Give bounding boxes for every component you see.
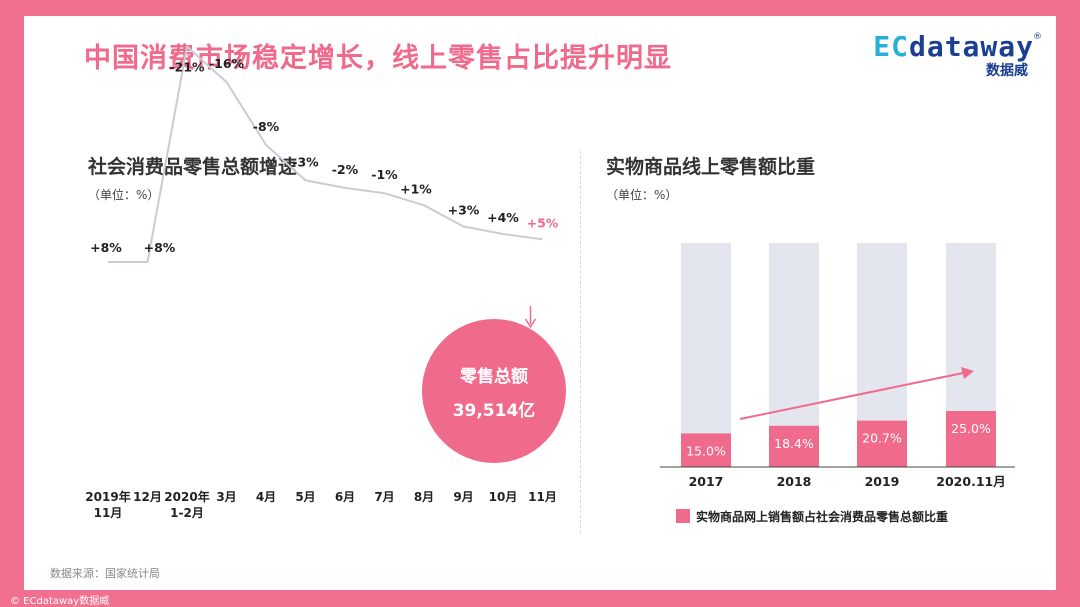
x-tick-label: 12月 bbox=[133, 490, 162, 504]
right-chart-title: 实物商品线上零售额比重 bbox=[606, 156, 816, 178]
copyright: © ECdataway数据威 bbox=[10, 596, 110, 607]
bar-value-label: 20.7% bbox=[862, 431, 902, 446]
data-source: 数据来源：国家统计局 bbox=[50, 567, 160, 580]
x-tick-label: 2020年 1-2月 bbox=[164, 489, 209, 520]
data-label: -3% bbox=[292, 154, 319, 169]
growth-series-line bbox=[108, 45, 543, 263]
bar bbox=[769, 425, 819, 467]
online-share-bar-chart: 15.0% 2017 18.4% 2018 20.7% 2019 25.0% 2020.11月… bbox=[660, 243, 1015, 524]
x-tick-label: 2019 bbox=[865, 474, 900, 489]
callout-title: 零售总额 bbox=[459, 366, 528, 387]
bar bbox=[946, 411, 996, 467]
bar-value-label: 25.0% bbox=[951, 421, 991, 436]
x-tick-label: 7月 bbox=[374, 490, 394, 504]
x-tick-label: 6月 bbox=[335, 490, 355, 504]
page-title: 中国消费市场稳定增长，线上零售占比提升明显 bbox=[84, 43, 672, 74]
data-label: +5% bbox=[527, 215, 559, 230]
trend-arrow-line bbox=[739, 371, 969, 420]
left-chart-title: 社会消费品零售总额增速 bbox=[88, 156, 298, 178]
x-tick-label: 2017 bbox=[689, 474, 724, 489]
registered-mark: ® bbox=[1033, 32, 1042, 42]
trend-arrow-head bbox=[961, 367, 974, 379]
bar bbox=[857, 420, 907, 467]
logo-chinese: 数据威 bbox=[986, 63, 1028, 79]
x-tick-label: 5月 bbox=[295, 490, 315, 504]
bar-value-label: 15.0% bbox=[686, 443, 726, 458]
data-label: -2% bbox=[332, 162, 359, 177]
x-tick-label: 2018 bbox=[777, 474, 812, 489]
right-chart-unit: （单位：%） bbox=[606, 188, 678, 202]
callout-value: 39,514亿 bbox=[453, 400, 536, 421]
callout-circle bbox=[422, 319, 566, 463]
data-label: -1% bbox=[371, 167, 398, 182]
x-tick-label: 10月 bbox=[489, 490, 518, 504]
data-label: +8% bbox=[90, 240, 122, 255]
logo-dataway: dataway bbox=[908, 30, 1034, 63]
x-tick-label: 4月 bbox=[256, 490, 276, 504]
ecdataway-logo: ECdataway ® 数据威 bbox=[873, 30, 1042, 80]
bar bbox=[681, 433, 731, 467]
x-tick-label: 2019年 11月 bbox=[85, 489, 130, 520]
data-label: +8% bbox=[144, 240, 176, 255]
slide-card: 中国消费市场稳定增长，线上零售占比提升明显 ECdataway ® 数据威 社会… bbox=[24, 16, 1056, 590]
legend-label: 实物商品网上销售额占社会消费品零售总额比重 bbox=[696, 509, 948, 524]
data-label: +3% bbox=[448, 202, 480, 217]
x-tick-label: 9月 bbox=[453, 490, 473, 504]
x-tick-label: 11月 bbox=[528, 490, 557, 504]
bar-track bbox=[681, 243, 731, 467]
data-label: +1% bbox=[400, 181, 432, 196]
callout-arrow-head bbox=[524, 318, 537, 329]
bar-value-label: 18.4% bbox=[774, 436, 814, 451]
logo-wordmark: ECdataway bbox=[873, 30, 1034, 64]
x-tick-label: 2020.11月 bbox=[936, 474, 1005, 489]
retail-growth-line-chart: +8% +8% -21% -16% -8% -3% -2% -1%+1% +3% +4% +5% 20… bbox=[85, 45, 566, 520]
data-label: -16% bbox=[209, 56, 245, 71]
legend-swatch bbox=[676, 509, 690, 523]
data-label: +4% bbox=[487, 210, 519, 225]
logo-ec: EC bbox=[873, 30, 909, 63]
x-tick-label: 3月 bbox=[216, 490, 236, 504]
data-label: -8% bbox=[253, 119, 280, 134]
left-chart-unit: （单位：%） bbox=[88, 188, 160, 202]
data-label: -21% bbox=[169, 60, 205, 75]
panel-divider bbox=[580, 151, 581, 533]
x-tick-label: 8月 bbox=[414, 490, 434, 504]
